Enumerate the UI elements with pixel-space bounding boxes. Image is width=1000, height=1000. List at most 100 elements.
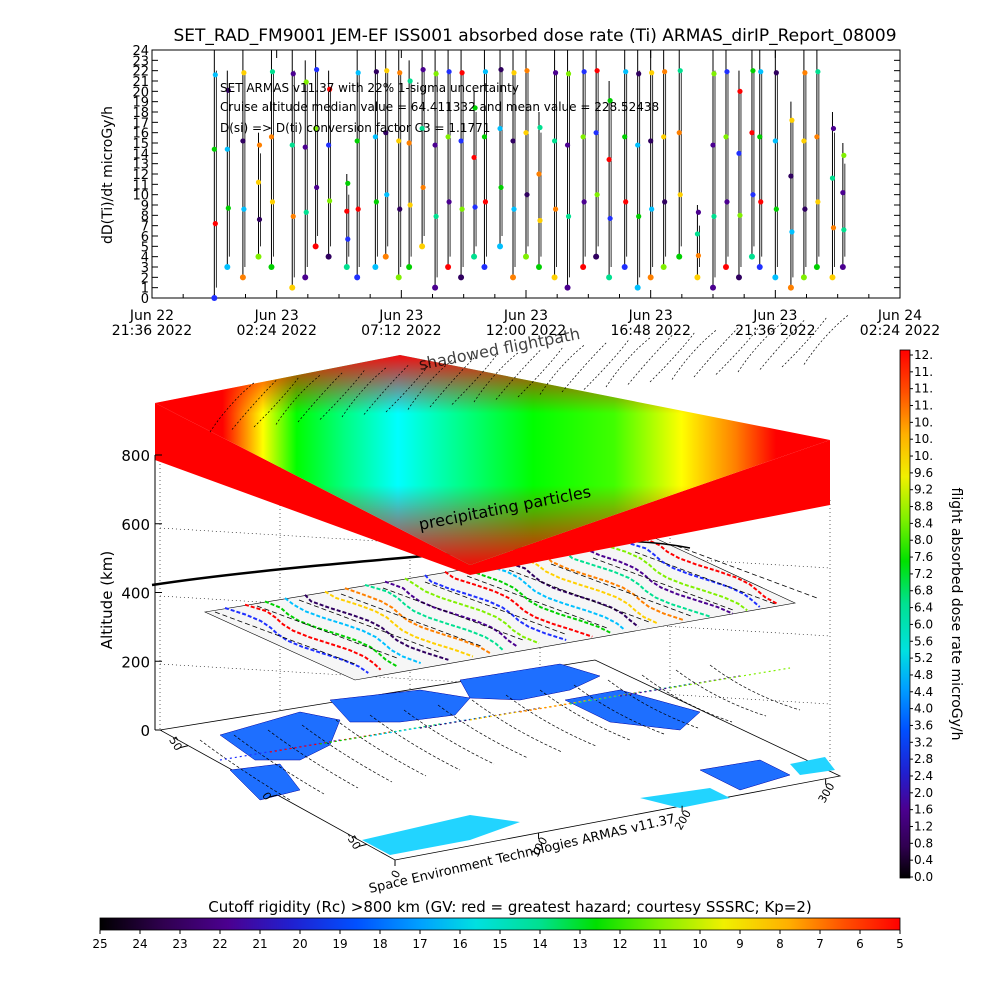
slab-track — [473, 351, 520, 403]
rigidity-colorbar-tick-label: 6 — [856, 937, 864, 951]
dose-colorbar-tick-label: 10. — [914, 432, 933, 446]
dose-point — [676, 130, 682, 136]
dose-point — [383, 130, 389, 136]
y-tick-label: 2 — [141, 271, 149, 286]
dose-point — [636, 71, 642, 77]
slab-track — [693, 326, 740, 378]
dose-point — [773, 206, 779, 212]
x-tick-label-date: Jun 23 — [503, 308, 548, 324]
dose-point — [802, 206, 808, 212]
slab-track — [627, 334, 674, 385]
dose-point — [481, 134, 488, 140]
dose-point — [373, 199, 379, 205]
x-tick-label-date: Jun 23 — [254, 308, 299, 324]
dose-point — [445, 134, 451, 140]
dose-point — [345, 180, 351, 186]
rigidity-colorbar-tick-label: 22 — [212, 937, 227, 951]
slab-track — [649, 331, 696, 383]
y-tick-label: 9 — [141, 199, 149, 214]
slab-track — [495, 349, 542, 400]
dose-point — [802, 70, 808, 76]
dose-point — [433, 71, 439, 77]
y-tick-label: 21 — [132, 75, 149, 90]
dose-colorbar-tick-label: 2.0 — [914, 786, 933, 800]
dose-point — [482, 69, 489, 75]
dose-baseline-point — [395, 274, 402, 281]
slab-side — [155, 403, 830, 575]
dose-baseline-point — [756, 264, 763, 270]
dose-point — [314, 67, 320, 73]
dose-point — [313, 125, 319, 132]
dose-colorbar-tick-label: 11. — [914, 365, 933, 379]
slab-track — [451, 354, 498, 405]
dose-point — [594, 68, 600, 74]
dose-rate-colorbar: 12. 11. 11. 11. 10. 10. 10. 9.6 9.2 8.8 8.4 8.0 7.6 7… — [899, 348, 964, 884]
x-tick-label-time: 02:24 2022 — [236, 323, 316, 339]
floor-track — [573, 684, 665, 735]
dose-baseline-point — [722, 264, 729, 270]
dose-colorbar-tick-label: 4.4 — [914, 685, 933, 699]
dose-point — [345, 236, 351, 242]
dose-baseline-point — [406, 264, 413, 270]
orbit-track — [504, 560, 639, 628]
dose-point — [498, 184, 504, 191]
dose-point — [623, 199, 629, 205]
dose-point — [551, 138, 558, 144]
dose-baseline-point — [813, 264, 820, 270]
dose-baseline-point — [312, 243, 319, 250]
dose-point — [622, 134, 628, 140]
dose-baseline-point — [772, 274, 779, 281]
dose-point — [269, 199, 276, 205]
dose-baseline-point — [211, 295, 218, 301]
orbit-track-black — [508, 569, 650, 623]
dose-colorbar-tick-label: 5.2 — [914, 651, 933, 665]
orbit-3d-scene: shadowed flightpath precipitating partic… — [98, 314, 850, 897]
dose-colorbar-ticks: 12. 11. 11. 11. 10. 10. 10. 9.6 9.2 8.8 8.4 8.0 7.6 7… — [910, 348, 933, 884]
dose-spike-group — [211, 50, 847, 301]
dose-point — [724, 69, 730, 75]
dose-point — [841, 227, 847, 233]
dose-point — [815, 69, 821, 75]
rigidity-colorbar-tick-label: 17 — [412, 937, 427, 951]
dose-point — [694, 231, 701, 237]
dose-point — [290, 71, 296, 77]
y-tick-label: 3 — [141, 261, 149, 276]
orbit-track — [424, 574, 567, 641]
y-tick-label: 0 — [141, 292, 149, 307]
orbit-track-black — [634, 551, 776, 605]
altitude-tick-label: 400 — [121, 585, 150, 603]
orbit-track — [324, 590, 474, 658]
dose-baseline-point — [787, 284, 794, 291]
rigidity-colorbar-tick-label: 15 — [492, 937, 507, 951]
y-tick-label: 15 — [132, 137, 149, 152]
y-tick-label: 10 — [132, 189, 149, 204]
slab-track — [407, 359, 454, 410]
slab-track — [275, 374, 322, 425]
dose-point — [497, 125, 503, 132]
dose-point — [354, 138, 360, 144]
dose-point — [711, 213, 717, 219]
dose-point — [326, 142, 332, 148]
orbit-track-black — [550, 563, 692, 617]
dose-baseline-point — [289, 284, 296, 291]
dose-baseline-point — [325, 253, 332, 260]
dose-colorbar-tick-label: 7.2 — [914, 567, 933, 581]
orbit-track-black — [382, 587, 524, 641]
dose-point — [772, 138, 778, 144]
slab-track — [429, 356, 476, 408]
y-tick-label: 4 — [141, 251, 149, 266]
dose-point — [459, 206, 465, 212]
rigidity-colorbar-tick-label: 16 — [452, 937, 467, 951]
orbit-track — [264, 600, 398, 668]
dose-point — [397, 206, 403, 212]
dose-baseline-point — [432, 284, 439, 291]
longitude-tick-label: 300 — [816, 781, 838, 806]
x-tick-label-time: 12:00 2022 — [486, 323, 566, 339]
dose-baseline-point — [748, 253, 755, 260]
dose-point — [327, 198, 333, 204]
dose-point — [594, 192, 600, 198]
orbit-track — [244, 603, 382, 671]
dose-point — [314, 184, 320, 191]
orbit-tracks-400km — [214, 537, 818, 674]
